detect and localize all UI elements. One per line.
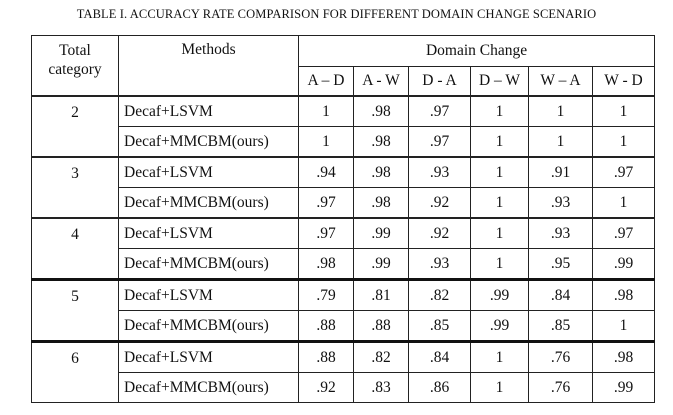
header-scenario: D – W (470, 66, 529, 97)
value-cell: .76 (528, 340, 593, 373)
value-cell: .97 (298, 217, 354, 249)
table-row: Decaf+MMCBM(ours) .92 .83 .86 1 .76 .99 (32, 372, 656, 403)
table-row: 3 Decaf+LSVM .94 .98 .93 1 .91 .97 (31, 156, 656, 219)
category-cell: 3 (31, 156, 119, 219)
value-cell: .86 (408, 372, 471, 403)
value-cell: .88 (298, 310, 354, 342)
value-cell: .99 (591, 372, 656, 403)
value-cell: .98 (298, 248, 354, 280)
value-cell: .79 (298, 278, 354, 311)
value-cell: .88 (298, 340, 354, 373)
value-cell: 1 (528, 126, 593, 158)
value-cell: .97 (408, 126, 471, 158)
category-cell: 5 (31, 278, 119, 342)
value-cell: 1 (470, 156, 529, 188)
value-cell: .93 (528, 217, 593, 249)
value-cell: 1 (470, 187, 529, 219)
value-cell: .85 (408, 310, 471, 342)
table-row: 4 Decaf+LSVM .97 .99 .92 1 .93 .97 (31, 217, 656, 280)
value-cell: .84 (528, 278, 593, 311)
value-cell: .92 (298, 372, 354, 403)
value-cell: .99 (353, 217, 409, 249)
value-cell: .99 (470, 278, 529, 311)
header-scenario: D - A (408, 66, 471, 97)
value-cell: .83 (353, 372, 409, 403)
value-cell: .82 (408, 278, 471, 311)
value-cell: 1 (591, 310, 656, 342)
value-cell: .98 (353, 126, 409, 158)
value-cell: 1 (470, 217, 529, 249)
table-row: Decaf+MMCBM(ours) .88 .88 .85 .99 .85 1 (32, 310, 656, 342)
value-cell: .98 (591, 340, 656, 373)
header-scenario: A - W (353, 66, 409, 97)
method-cell: Decaf+LSVM (118, 278, 299, 311)
method-cell: Decaf+MMCBM(ours) (118, 187, 299, 219)
value-cell: .94 (298, 156, 354, 188)
method-cell: Decaf+LSVM (118, 95, 299, 127)
method-cell: Decaf+MMCBM(ours) (118, 126, 299, 158)
value-cell: .98 (353, 95, 409, 127)
value-cell: .92 (408, 217, 471, 249)
method-cell: Decaf+LSVM (118, 217, 299, 249)
value-cell: .93 (528, 187, 593, 219)
table-caption: TABLE I. ACCURACY RATE COMPARISON FOR DI… (76, 7, 597, 21)
header-scenario: W - D (591, 66, 656, 97)
table-row: 2 Decaf+LSVM 1 .98 .97 1 1 1 (31, 95, 656, 158)
method-cell: Decaf+LSVM (118, 156, 299, 188)
value-cell: .97 (591, 217, 656, 249)
value-cell: .95 (528, 248, 593, 280)
table-row: 5 Decaf+LSVM .79 .81 .82 .99 .84 .98 (31, 278, 656, 342)
method-cell: Decaf+LSVM (118, 340, 299, 373)
table-row: Decaf+MMCBM(ours) .97 .98 .92 1 .93 1 (32, 187, 656, 219)
value-cell: .93 (408, 248, 471, 280)
value-cell: .81 (353, 278, 409, 311)
header-total-category: Total category (31, 35, 119, 97)
value-cell: 1 (298, 95, 354, 127)
value-cell: .99 (470, 310, 529, 342)
value-cell: .84 (408, 340, 471, 373)
value-cell: .82 (353, 340, 409, 373)
value-cell: .99 (353, 248, 409, 280)
value-cell: .91 (528, 156, 593, 188)
value-cell: .98 (353, 156, 409, 188)
value-cell: 1 (470, 248, 529, 280)
value-cell: .93 (408, 156, 471, 188)
header-scenario: W – A (528, 66, 593, 97)
value-cell: 1 (591, 95, 656, 127)
value-cell: .92 (408, 187, 471, 219)
value-cell: 1 (470, 95, 529, 127)
category-cell: 6 (31, 340, 119, 403)
value-cell: .99 (591, 248, 656, 280)
value-cell: .97 (298, 187, 354, 219)
value-cell: 1 (591, 126, 656, 158)
value-cell: .97 (408, 95, 471, 127)
method-cell: Decaf+MMCBM(ours) (118, 310, 299, 342)
value-cell: 1 (528, 95, 593, 127)
header-domain-change: Domain Change (297, 35, 656, 67)
value-cell: 1 (298, 126, 354, 158)
value-cell: .98 (353, 187, 409, 219)
method-cell: Decaf+MMCBM(ours) (118, 372, 299, 403)
value-cell: 1 (591, 187, 656, 219)
value-cell: .88 (353, 310, 409, 342)
header-scenario: A – D (298, 66, 354, 97)
header-methods: Methods (118, 35, 299, 97)
accuracy-table: Total category Methods Domain Change A –… (31, 35, 656, 403)
value-cell: .98 (591, 278, 656, 311)
value-cell: 1 (470, 126, 529, 158)
method-cell: Decaf+MMCBM(ours) (118, 248, 299, 280)
category-cell: 2 (31, 95, 119, 158)
value-cell: 1 (470, 340, 529, 373)
table-row: Decaf+MMCBM(ours) 1 .98 .97 1 1 1 (32, 126, 656, 158)
value-cell: .85 (528, 310, 593, 342)
value-cell: .76 (528, 372, 593, 403)
value-cell: .97 (591, 156, 656, 188)
table-row: 6 Decaf+LSVM .88 .82 .84 1 .76 .98 (31, 340, 656, 403)
table-row: Decaf+MMCBM(ours) .98 .99 .93 1 .95 .99 (32, 248, 656, 280)
value-cell: 1 (470, 372, 529, 403)
category-cell: 4 (31, 217, 119, 280)
